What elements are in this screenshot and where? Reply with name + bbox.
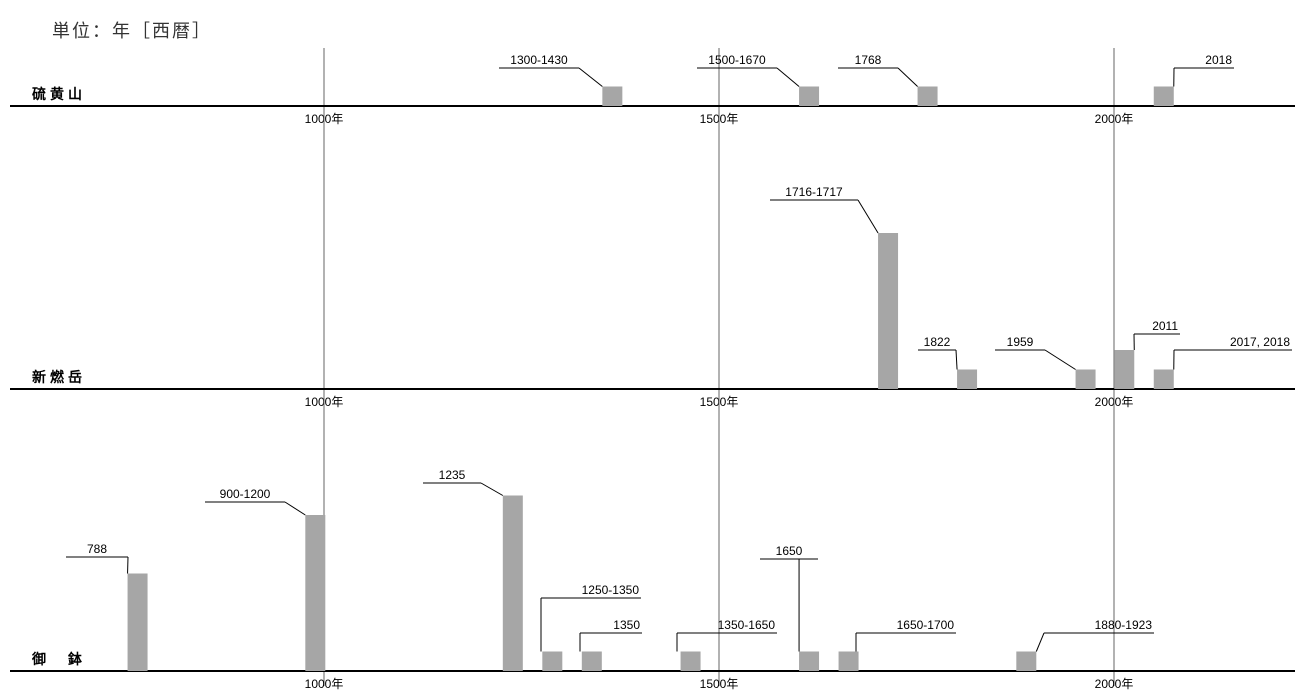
data-label: 1880-1923 [1095, 618, 1153, 632]
label-leader [955, 349, 958, 370]
panels: 1000年 1500年 2000年 硫黄山 1300-1430 1500-1670 1768… [10, 48, 1295, 691]
eruption-bar [917, 86, 938, 106]
eruption-bar [1153, 86, 1174, 106]
eruption-bar [602, 86, 623, 106]
data-label: 1250-1350 [582, 583, 640, 597]
data-label: 1350 [613, 618, 640, 632]
data-label: 1650 [776, 544, 803, 558]
eruption-bar [838, 651, 859, 671]
tick-label: 1000年 [305, 677, 344, 691]
data-label: 1350-1650 [718, 618, 776, 632]
label-leader [480, 482, 504, 496]
data-label: 1822 [924, 335, 951, 349]
data-label: 2017, 2018 [1230, 335, 1290, 349]
data-label: 1235 [439, 468, 466, 482]
label-leader [1035, 632, 1045, 652]
label-leader [798, 558, 818, 652]
data-label: 1300-1430 [510, 53, 568, 67]
volcano-name: 硫黄山 [32, 86, 86, 103]
eruption-bar [1016, 651, 1037, 671]
panel-3: 1000年 1500年 2000年 御 鉢 788 900-1200 1235 1250-13… [10, 391, 1295, 691]
eruption-bar [957, 369, 978, 389]
eruption-bar [680, 651, 701, 671]
data-label: 1716-1717 [785, 185, 843, 199]
data-label: 900-1200 [220, 487, 271, 501]
label-leader [578, 67, 603, 87]
volcano-name: 御 鉢 [31, 651, 86, 668]
eruption-bar [581, 651, 602, 671]
eruption-bar [127, 573, 148, 671]
tick-label: 2000年 [1095, 677, 1134, 691]
eruption-bar [502, 495, 523, 671]
eruption-bar [878, 233, 899, 389]
eruption-bar [1075, 369, 1096, 389]
data-label: 2011 [1152, 319, 1178, 333]
eruption-bar [1114, 350, 1135, 389]
eruption-bar [799, 86, 820, 106]
data-label: 2018 [1205, 53, 1232, 67]
eruption-bar [1153, 369, 1174, 389]
eruption-bar [799, 651, 820, 671]
eruption-bar [542, 651, 563, 671]
data-label: 1959 [1007, 335, 1034, 349]
label-leader [857, 199, 879, 234]
data-label: 788 [87, 542, 107, 556]
unit-label: 単位：年［西暦］ [52, 21, 212, 42]
label-leader [1044, 349, 1076, 370]
tick-label: 1500年 [700, 677, 739, 691]
data-label: 1500-1670 [708, 53, 766, 67]
label-leader [776, 67, 800, 87]
data-label: 1650-1700 [897, 618, 955, 632]
label-leader [284, 501, 306, 516]
data-label: 1768 [855, 53, 882, 67]
label-leader [897, 67, 918, 87]
eruption-bar [305, 515, 326, 671]
volcano-name: 新燃岳 [32, 369, 86, 386]
